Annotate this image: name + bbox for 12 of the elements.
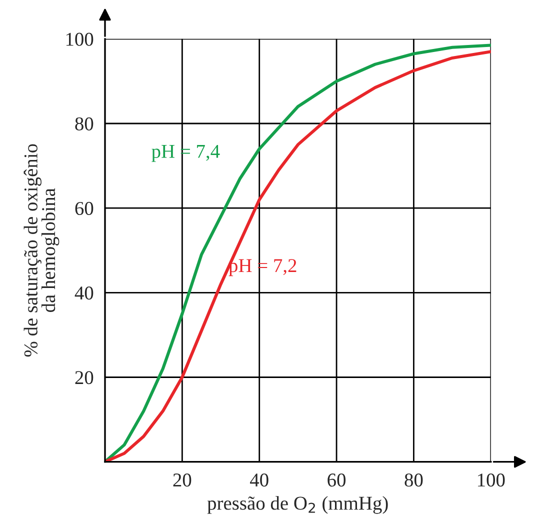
- x-tick-label: 20: [173, 474, 192, 487]
- x-tick-label: 60: [328, 474, 346, 487]
- y-tick-label: 40: [74, 286, 94, 300]
- y-tick-label: 60: [75, 202, 94, 216]
- y-axis-title: % de saturação de oxigênio da hemoglobina: [24, 144, 60, 357]
- x-tick-label: 40: [250, 474, 268, 487]
- y-tick-label: 100: [66, 32, 94, 46]
- x-tick-label: 100: [478, 474, 505, 487]
- x-axis-title: pressão de O$_{2}$ (mmHg): [207, 496, 388, 514]
- y-tick-label: 80: [75, 117, 94, 130]
- x-tick-label: 80: [404, 474, 423, 487]
- y-tick-label: 20: [75, 371, 94, 384]
